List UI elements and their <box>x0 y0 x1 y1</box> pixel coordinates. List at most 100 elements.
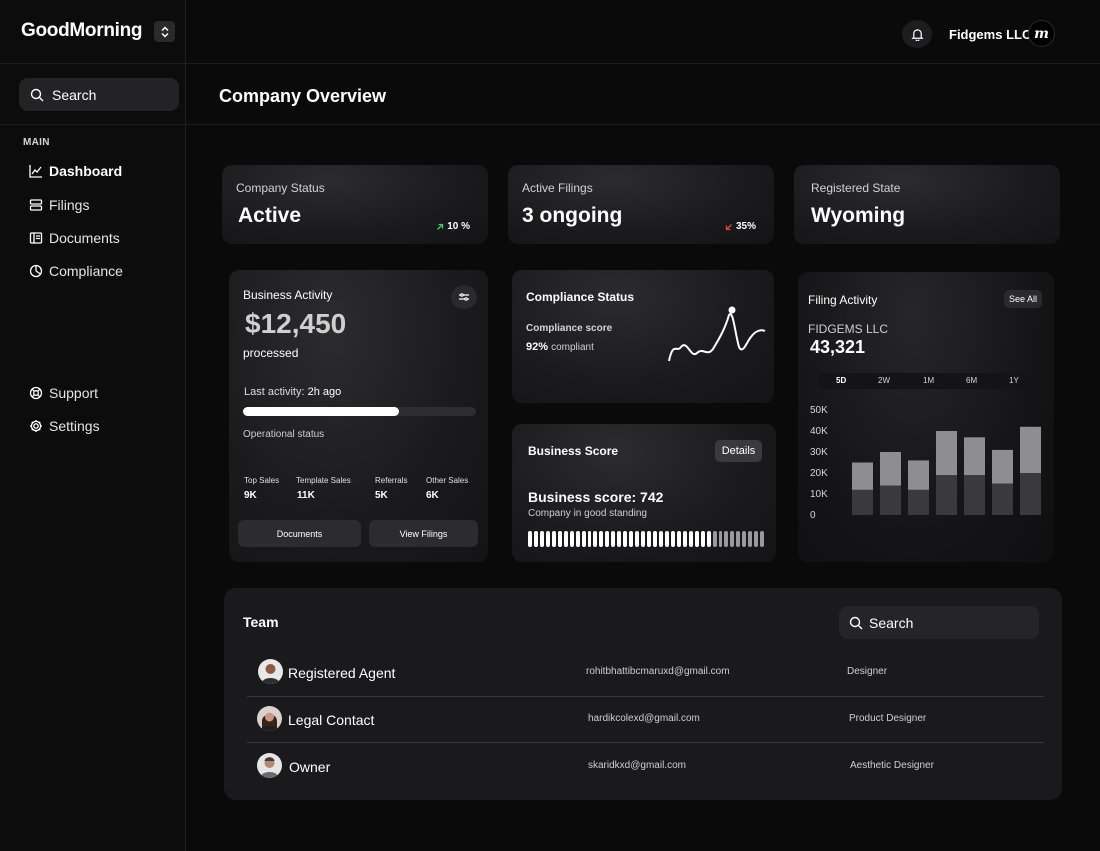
brand-name: GoodMorning <box>21 20 143 41</box>
filter-button[interactable] <box>451 285 477 309</box>
member-name: Registered Agent <box>288 665 396 681</box>
score-tick-bar <box>528 531 765 547</box>
last-activity-value: 2h ago <box>307 386 342 398</box>
score-tick <box>575 531 580 547</box>
gear-icon <box>30 420 42 432</box>
business-score-value: Business score: 742 <box>528 489 664 505</box>
score-tick <box>736 531 741 547</box>
stat-value: Wyoming <box>811 204 906 227</box>
y-tick-label: 30K <box>810 447 828 458</box>
compliance-sparkline <box>668 306 766 362</box>
range-tab-2w[interactable]: 2W <box>878 376 890 385</box>
bar-segment-base <box>964 475 985 515</box>
score-tick <box>563 531 568 547</box>
last-activity: Last activity: 2h ago <box>244 386 341 398</box>
bar-segment-top <box>992 449 1013 484</box>
range-tab-5d[interactable]: 5D <box>836 376 847 385</box>
y-tick-label: 20K <box>810 468 828 479</box>
filing-company: FIDGEMS LLC <box>808 322 889 336</box>
score-tick <box>623 531 628 547</box>
card-title: Business Score <box>528 444 619 458</box>
bar-segment-top <box>936 431 957 476</box>
stat-card-active-filings: Active Filings 3 ongoing 35% <box>508 165 774 244</box>
notifications-button[interactable] <box>902 20 932 48</box>
score-tick <box>754 531 759 547</box>
stat-label: Active Filings <box>522 181 593 195</box>
sidebar-item-support[interactable]: Support <box>29 385 98 401</box>
see-all-button[interactable]: See All <box>1004 290 1042 308</box>
sidebar-item-filings[interactable]: Filings <box>29 197 89 213</box>
account-company-name[interactable]: Fidgems LLC. <box>949 27 1035 42</box>
range-tab-1m[interactable]: 1M <box>923 376 935 385</box>
score-tick <box>569 531 574 547</box>
sidebar-search-input[interactable]: Search <box>19 78 179 111</box>
score-tick <box>587 531 592 547</box>
metric-label: Template Sales <box>296 476 351 485</box>
nav-section-label: MAIN <box>23 137 50 148</box>
row-divider <box>247 742 1044 743</box>
stat-card-registered-state: Registered State Wyoming <box>794 165 1060 244</box>
person-avatar-icon <box>257 753 282 778</box>
bar-segment-top <box>908 460 929 490</box>
pie-chart-icon <box>29 264 43 278</box>
range-tab-6m[interactable]: 6M <box>966 376 978 385</box>
search-icon <box>30 88 44 101</box>
filing-total: 43,321 <box>810 337 866 357</box>
team-search-label: Search <box>869 614 914 631</box>
score-tick <box>706 531 711 547</box>
metric-value: 11K <box>297 490 315 501</box>
arrow-down-left-icon <box>725 223 732 230</box>
database-icon <box>29 199 43 211</box>
sidebar-item-compliance[interactable]: Compliance <box>29 263 123 279</box>
score-tick <box>605 531 610 547</box>
person-avatar-icon <box>258 659 283 684</box>
score-tick <box>545 531 550 547</box>
member-role: Designer <box>847 666 888 677</box>
bell-icon <box>910 28 924 41</box>
sidebar-item-dashboard[interactable]: Dashboard <box>29 163 122 179</box>
compliance-percent-value: 92% <box>526 341 549 353</box>
team-search-input[interactable]: Search <box>839 606 1039 639</box>
card-title: Business Activity <box>243 288 333 302</box>
workspace-switcher-button[interactable] <box>154 21 175 42</box>
score-tick <box>658 531 663 547</box>
lifebuoy-icon <box>29 386 43 400</box>
sidebar-item-settings[interactable]: Settings <box>29 418 100 434</box>
bar-segment-base <box>936 475 957 515</box>
last-activity-label: Last activity: <box>244 386 305 398</box>
company-logo-avatar[interactable]: m <box>1028 20 1055 47</box>
stat-trend-value: 10 % <box>447 221 470 232</box>
activity-sub: processed <box>243 346 299 360</box>
business-activity-card: Business Activity $12,450 processed Last… <box>229 270 488 562</box>
chart-line-icon <box>29 165 42 178</box>
stat-card-company-status: Company Status Active 10 % <box>222 165 488 244</box>
documents-button[interactable]: Documents <box>238 520 361 547</box>
book-icon <box>29 232 43 244</box>
arrow-up-right-icon <box>437 223 444 230</box>
metric-label: Other Sales <box>426 476 469 485</box>
range-tab-1y[interactable]: 1Y <box>1009 376 1019 385</box>
score-tick <box>760 531 765 547</box>
stat-trend: 35% <box>725 221 756 232</box>
activity-amount: $12,450 <box>245 308 347 339</box>
y-tick-label: 40K <box>810 426 828 437</box>
score-tick <box>700 531 705 547</box>
score-tick <box>724 531 729 547</box>
metric-value: 6K <box>426 490 439 501</box>
search-icon <box>849 616 863 629</box>
view-filings-button[interactable]: View Filings <box>369 520 478 547</box>
sidebar: GoodMorning Search MAIN Dashboard Filing… <box>0 0 186 851</box>
score-tick <box>593 531 598 547</box>
bar-segment-base <box>880 485 901 515</box>
y-tick-label: 10K <box>810 489 828 500</box>
score-tick <box>611 531 616 547</box>
sidebar-item-documents[interactable]: Documents <box>29 230 120 246</box>
compliance-status-card: Compliance Status Compliance score 92% c… <box>512 270 774 403</box>
stat-value: 3 ongoing <box>522 204 623 227</box>
score-tick <box>533 531 538 547</box>
score-tick <box>730 531 735 547</box>
metric-label: Referrals <box>375 476 408 485</box>
details-button[interactable]: Details <box>715 440 762 462</box>
filing-bar-chart: 50K 40K 30K 20K 10K 0 <box>810 405 1041 521</box>
metric-value: 9K <box>244 490 257 501</box>
